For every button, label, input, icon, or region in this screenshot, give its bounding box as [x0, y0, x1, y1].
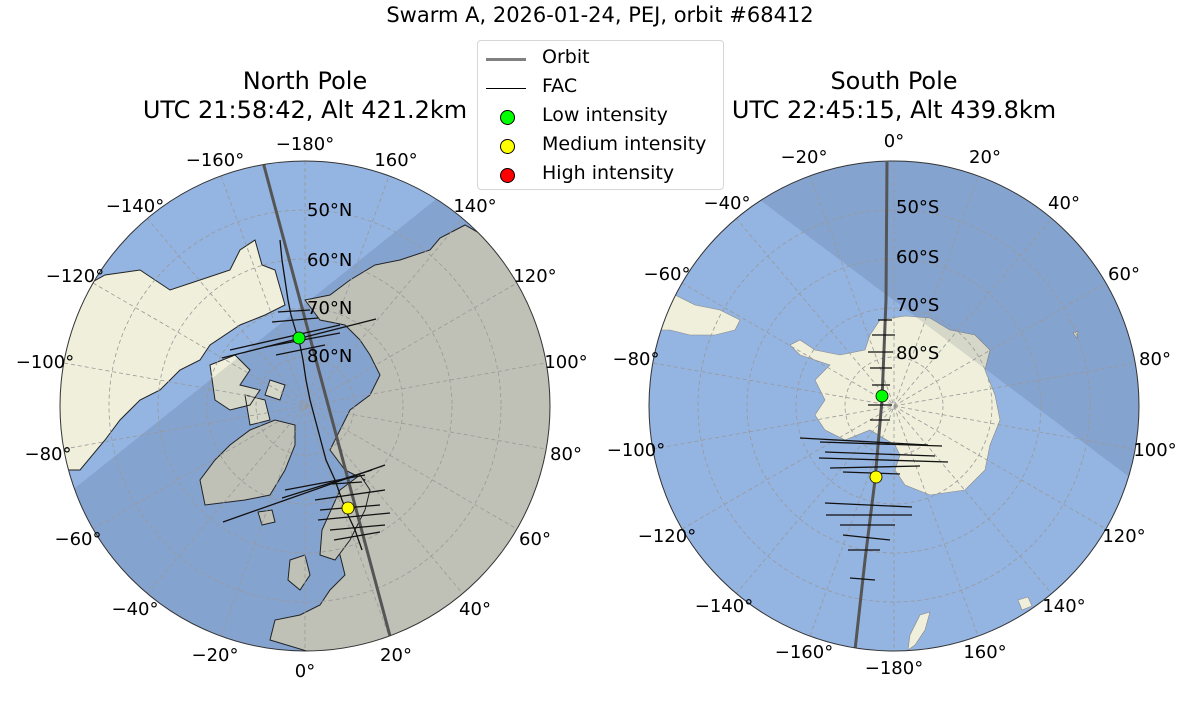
south-lat-label: 80°S	[896, 343, 939, 364]
south-lon-label: −160°	[775, 642, 833, 663]
orbit-line-icon	[486, 58, 526, 61]
south-lon-label: −120°	[638, 526, 696, 547]
south-lon-label: −180°	[865, 658, 923, 679]
north-lon-label: 0°	[295, 661, 315, 682]
legend-item-high: High intensity	[478, 161, 723, 189]
south-lon-label: 140°	[1042, 596, 1085, 617]
north-medium-intensity-marker	[341, 501, 355, 515]
north-lon-label: 60°	[519, 529, 551, 550]
north-lat-label: 50°N	[307, 200, 352, 221]
yellow-dot-icon	[500, 139, 515, 154]
north-lon-label: 120°	[513, 266, 556, 287]
south-lon-label: 20°	[969, 147, 1001, 168]
north-lon-label: 140°	[453, 196, 496, 217]
green-dot-icon	[500, 110, 515, 125]
south-land-tasmania	[1017, 596, 1033, 611]
north-lon-label: 80°	[550, 444, 582, 465]
north-lon-label: −180°	[276, 134, 334, 155]
south-lat-label: 60°S	[896, 247, 939, 268]
south-lon-label: −80°	[613, 349, 660, 370]
south-title-line2: UTC 22:45:15, Alt 439.8km	[731, 96, 1057, 124]
south-lat-label: 70°S	[896, 295, 939, 316]
north-lon-label: 40°	[459, 599, 491, 620]
north-pole-title: North Pole UTC 21:58:42, Alt 421.2km	[95, 67, 515, 125]
south-lon-label: −140°	[695, 596, 753, 617]
figure-suptitle: Swarm A, 2026-01-24, PEJ, orbit #68412	[386, 3, 814, 27]
south-lat-label: 50°S	[896, 197, 939, 218]
north-lon-label: −80°	[25, 444, 72, 465]
north-lon-label: −120°	[46, 266, 104, 287]
north-lat-label: 80°N	[307, 346, 352, 367]
south-lon-label: 60°	[1108, 264, 1140, 285]
north-lat-label: 60°N	[307, 250, 352, 271]
north-title-line1: North Pole	[242, 67, 368, 95]
north-lon-label: 100°	[544, 352, 587, 373]
north-land-north-america	[60, 239, 286, 471]
legend-item-orbit: Orbit	[478, 45, 723, 73]
south-lon-label: −40°	[704, 193, 751, 214]
north-lon-label: −20°	[192, 645, 239, 666]
north-lon-label: 20°	[380, 645, 412, 666]
north-land-canadian-islands	[209, 354, 286, 426]
north-orbit-track	[261, 161, 392, 637]
north-low-intensity-marker	[292, 331, 306, 345]
legend-item-low: Low intensity	[478, 103, 723, 131]
south-land-new-zealand	[907, 611, 931, 651]
north-lon-label: −60°	[55, 529, 102, 550]
north-lon-label: −160°	[186, 150, 244, 171]
south-lon-label: −20°	[781, 147, 828, 168]
north-lon-label: −140°	[106, 196, 164, 217]
legend: Orbit FAC Low intensity Medium intensity…	[477, 40, 724, 190]
south-lon-label: 80°	[1139, 349, 1171, 370]
south-lon-label: −100°	[607, 440, 665, 461]
red-dot-icon	[500, 168, 515, 183]
north-lon-label: −100°	[16, 352, 74, 373]
legend-item-fac: FAC	[478, 74, 723, 102]
north-title-line2: UTC 21:58:42, Alt 421.2km	[142, 96, 468, 124]
south-lon-label: 40°	[1048, 193, 1080, 214]
south-night-shading	[720, 161, 1139, 500]
south-lon-label: 0°	[884, 131, 904, 152]
south-land-south-america	[649, 294, 741, 336]
south-polar-map[interactable]: 50°S 60°S 70°S 80°S 0° 20° 40° 60° 80° 1…	[607, 131, 1177, 679]
north-polar-map[interactable]: 50°N 60°N 70°N 80°N −180° 160° 140° 120°…	[16, 134, 600, 720]
legend-item-medium: Medium intensity	[478, 132, 723, 160]
north-lon-label: 160°	[374, 150, 417, 171]
north-lat-label: 70°N	[307, 298, 352, 319]
south-lon-label: 160°	[963, 642, 1006, 663]
north-lon-label: −40°	[112, 599, 159, 620]
south-title-line1: South Pole	[830, 67, 958, 95]
north-night-shading	[60, 180, 550, 651]
north-land-iceland	[257, 509, 276, 526]
south-orbit-track	[853, 161, 889, 651]
south-medium-intensity-marker	[869, 470, 883, 484]
south-lon-label: −60°	[644, 264, 691, 285]
south-pole-title: South Pole UTC 22:45:15, Alt 439.8km	[684, 67, 1104, 125]
fac-line-icon	[486, 88, 526, 89]
south-lon-label: 120°	[1102, 526, 1145, 547]
south-lon-label: 100°	[1133, 440, 1176, 461]
south-low-intensity-marker	[875, 389, 889, 403]
